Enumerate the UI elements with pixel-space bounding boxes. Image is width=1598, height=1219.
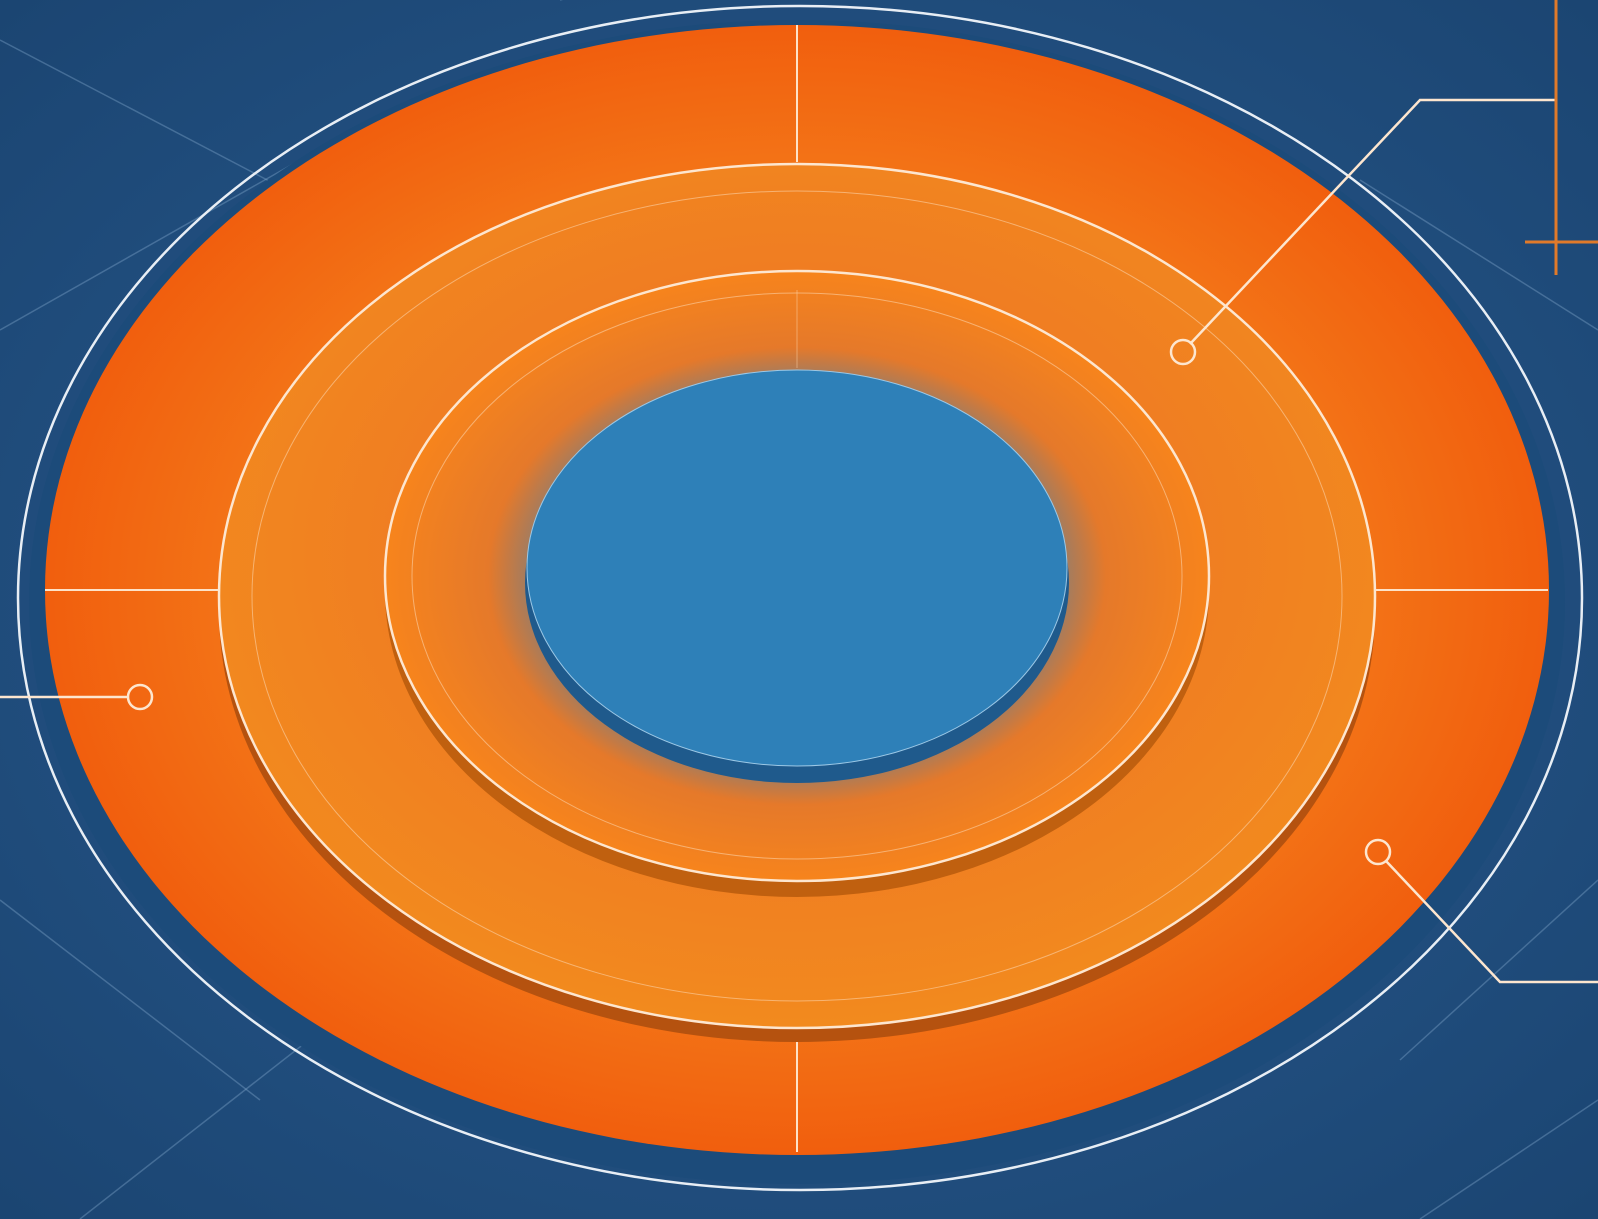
callout-marker [1364,838,1392,866]
grid-line [1399,879,1598,1061]
callouts [0,98,1598,984]
middle-ring-line [251,190,1343,1002]
center-disc [526,369,1068,767]
grid-line [1419,1099,1598,1219]
outer-outline [16,4,1584,1192]
grid-line [0,159,301,331]
grid-line [0,899,261,1101]
callout-marker [1169,338,1197,366]
ring-dividers [45,25,1548,1152]
grid-line [1359,179,1598,331]
callout-line [1385,860,1598,984]
corner-marker [1525,0,1598,275]
callout-marker [126,683,154,711]
callout-line [1189,98,1555,345]
